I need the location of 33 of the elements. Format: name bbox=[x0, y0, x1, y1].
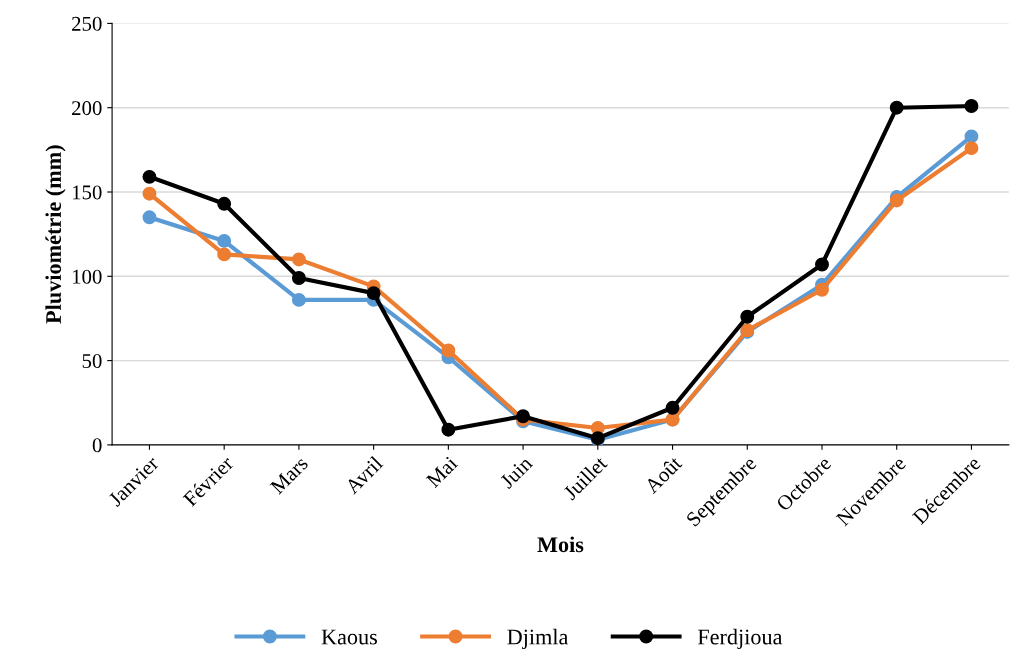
point bbox=[740, 309, 755, 324]
point bbox=[964, 141, 979, 156]
y-tick-label: 0 bbox=[92, 438, 102, 453]
y-tick-label: 50 bbox=[82, 353, 102, 369]
point bbox=[665, 400, 680, 415]
point bbox=[964, 129, 979, 144]
x-axis-title: Mois bbox=[537, 536, 584, 553]
point bbox=[291, 252, 306, 267]
y-tick-label: 100 bbox=[72, 269, 102, 284]
legend-label: Ferdjioua bbox=[697, 628, 783, 649]
point bbox=[815, 282, 829, 297]
point bbox=[441, 422, 456, 437]
x-tick-label: Mai bbox=[425, 455, 459, 489]
x-tick-label: Juin bbox=[499, 455, 534, 490]
y-tick-label: 150 bbox=[72, 185, 102, 200]
point bbox=[366, 286, 381, 301]
legend-label: Kaous bbox=[321, 629, 377, 645]
point bbox=[217, 247, 232, 262]
point bbox=[964, 99, 979, 113]
y-axis-title: Pluviométrie (mm) bbox=[45, 145, 66, 324]
y-tick-label: 200 bbox=[72, 101, 102, 116]
point bbox=[815, 257, 829, 272]
point bbox=[441, 343, 456, 358]
point bbox=[291, 271, 306, 285]
y-tick-label: 250 bbox=[72, 16, 102, 31]
point bbox=[217, 196, 232, 211]
point bbox=[889, 100, 904, 115]
legend-label: Djimla bbox=[507, 628, 569, 649]
point bbox=[142, 169, 157, 184]
point bbox=[217, 233, 232, 248]
point bbox=[291, 292, 306, 307]
point bbox=[142, 210, 157, 225]
point bbox=[142, 186, 157, 201]
